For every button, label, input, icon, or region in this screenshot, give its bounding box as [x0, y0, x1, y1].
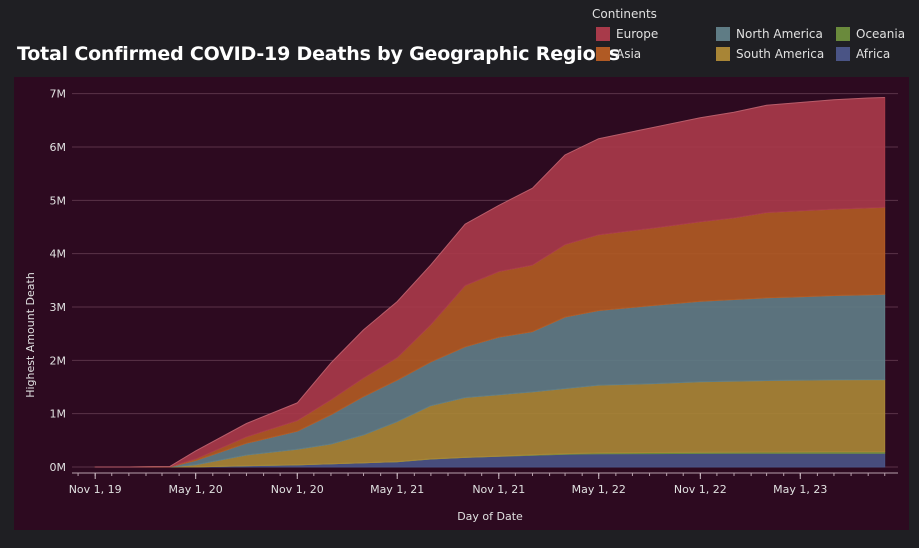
legend[interactable]: Continents Europe Asia North America Sou… — [592, 6, 912, 66]
legend-title: Continents — [592, 7, 657, 21]
legend-label: North America — [736, 27, 823, 41]
y-tick-label: 3M — [50, 301, 67, 314]
x-tick-label: May 1, 20 — [169, 483, 223, 496]
y-tick-label: 5M — [50, 194, 67, 207]
legend-label: Africa — [856, 47, 891, 61]
y-tick-label: 6M — [50, 141, 67, 154]
x-axis-label: Day of Date — [457, 510, 523, 523]
chart-title: Total Confirmed COVID-19 Deaths by Geogr… — [17, 43, 620, 65]
legend-label: Asia — [616, 47, 642, 61]
legend-swatch — [716, 27, 730, 41]
legend-item-oceania[interactable]: Oceania — [836, 26, 905, 42]
legend-item-south-america[interactable]: South America — [716, 46, 824, 62]
legend-label: Europe — [616, 27, 659, 41]
chart-panel[interactable]: 0M 1M 2M 3M 4M 5M 6M 7M Nov 1, 19 May 1, 20 Nov 1… — [14, 77, 909, 530]
legend-swatch — [716, 47, 730, 61]
y-tick-label: 7M — [50, 88, 67, 101]
legend-item-europe[interactable]: Europe — [596, 26, 658, 42]
legend-swatch — [596, 27, 610, 41]
y-tick-label: 2M — [50, 354, 67, 367]
x-tick-label: May 1, 21 — [370, 483, 424, 496]
y-axis-label: Highest Amount Death — [24, 272, 37, 398]
y-tick-label: 4M — [50, 248, 67, 261]
y-axis: 0M 1M 2M 3M 4M 5M 6M 7M — [50, 88, 67, 474]
legend-swatch — [836, 27, 850, 41]
legend-item-north-america[interactable]: North America — [716, 26, 823, 42]
x-tick-label: May 1, 23 — [773, 483, 827, 496]
y-tick-label: 1M — [50, 408, 67, 421]
area-series — [94, 97, 886, 468]
x-tick-label: May 1, 22 — [572, 483, 626, 496]
legend-item-africa[interactable]: Africa — [836, 46, 890, 62]
legend-item-asia[interactable]: Asia — [596, 46, 641, 62]
area-europe[interactable] — [94, 97, 886, 468]
x-axis: Nov 1, 19 May 1, 20 Nov 1, 20 May 1, 21 Nov … — [69, 472, 898, 496]
legend-swatch — [596, 47, 610, 61]
x-tick-label: Nov 1, 19 — [69, 483, 122, 496]
area-edge-europe — [95, 97, 885, 468]
x-tick-label: Nov 1, 20 — [271, 483, 324, 496]
legend-swatch — [836, 47, 850, 61]
legend-label: Oceania — [856, 27, 906, 41]
x-tick-label: Nov 1, 21 — [472, 483, 525, 496]
legend-label: South America — [736, 47, 825, 61]
y-tick-label: 0M — [50, 461, 67, 474]
x-tick-label: Nov 1, 22 — [674, 483, 727, 496]
